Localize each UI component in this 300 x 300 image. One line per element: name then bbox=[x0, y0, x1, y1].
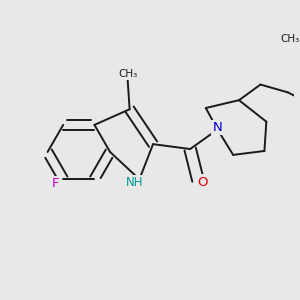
Text: CH₃: CH₃ bbox=[280, 34, 299, 44]
Text: O: O bbox=[198, 176, 208, 189]
Text: N: N bbox=[213, 121, 222, 134]
Text: F: F bbox=[52, 177, 59, 190]
Text: CH₃: CH₃ bbox=[118, 69, 137, 79]
Text: NH: NH bbox=[126, 176, 143, 189]
